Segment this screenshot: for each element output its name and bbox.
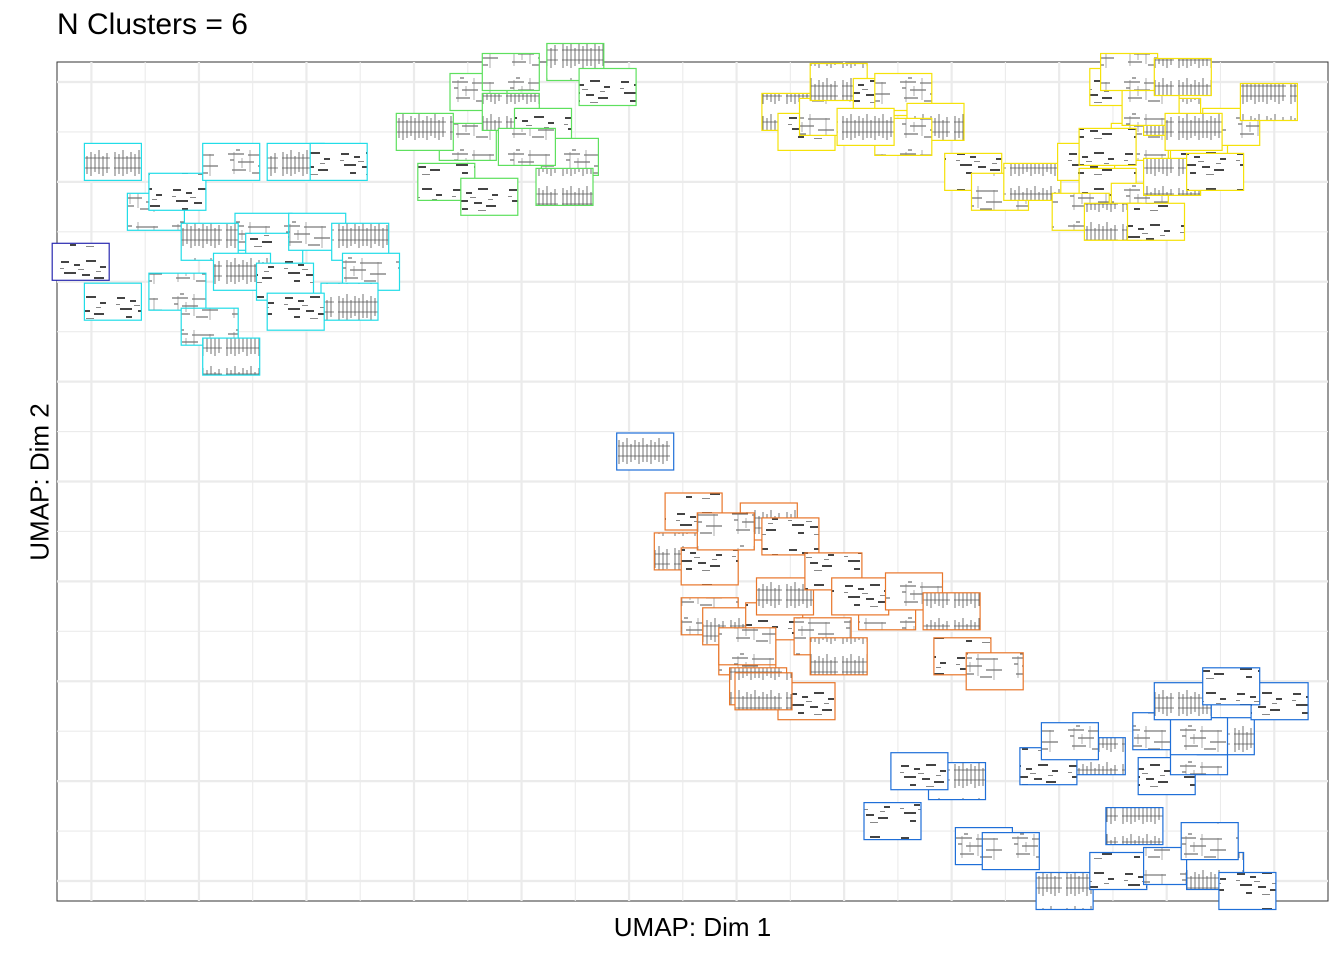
spectrogram-point-c1-18 (266, 292, 325, 331)
spectrogram-point-c6-19 (1164, 112, 1223, 152)
spectrogram-point-c4-10 (1105, 806, 1164, 846)
spectrogram-point-c4-22 (1153, 682, 1212, 721)
spectrogram-point-c6-29 (1126, 202, 1186, 241)
spectrogram-point-c1-6 (309, 142, 368, 181)
spectrogram-point-c4-9 (1180, 821, 1239, 861)
spectrogram-point-c5-2 (761, 517, 820, 556)
spectrogram-point-c5-21 (965, 652, 1024, 691)
spectrogram-point-c4-24 (1040, 722, 1100, 761)
spectrogram-point-c3-13 (481, 52, 540, 92)
spectrogram-point-c5-15 (718, 627, 777, 666)
spectrogram-point-c3-12 (578, 67, 637, 107)
spectrogram-point-c4-15 (981, 831, 1040, 871)
spectrogram-point-c3-8 (535, 167, 594, 206)
spectrogram-point-c5-16 (734, 672, 793, 711)
spectrogram-point-c3-2 (395, 112, 454, 152)
spectrogram-point-c4-8 (1218, 871, 1277, 911)
spectrogram-point-c1-17 (320, 282, 379, 321)
spectrogram-point-c4-5 (1089, 851, 1148, 891)
spectrogram-point-c2-1 (51, 242, 110, 281)
grid-lines (57, 62, 1328, 901)
y-axis-label: UMAP: Dim 2 (24, 403, 55, 561)
spectrogram-point-c3-9 (460, 177, 519, 216)
spectrogram-point-c5-19 (922, 592, 981, 631)
spectrogram-point-c4-1 (616, 432, 675, 471)
data-points (51, 42, 1309, 911)
spectrogram-point-c4-23 (1202, 667, 1261, 706)
spectrogram-point-c6-31 (836, 107, 895, 147)
spectrogram-point-c1-2 (83, 142, 143, 181)
spectrogram-point-c6-22 (1153, 57, 1212, 97)
spectrogram-point-c4-4 (1035, 871, 1094, 911)
spectrogram-point-c3-10 (497, 127, 556, 166)
spectrogram-point-c6-26 (1185, 152, 1245, 191)
spectrogram-point-c4-21 (1169, 717, 1229, 756)
x-axis-label: UMAP: Dim 1 (613, 912, 772, 942)
spectrogram-point-c1-3 (148, 172, 207, 211)
spectrogram-point-c5-17 (831, 577, 890, 616)
spectrogram-point-c1-12 (83, 282, 143, 321)
spectrogram-point-c5-14 (680, 547, 739, 586)
spectrogram-point-c5-10 (755, 577, 815, 616)
spectrogram-point-c6-16 (1239, 82, 1299, 122)
chart-title: N Clusters = 6 (57, 8, 248, 41)
spectrogram-point-c1-13 (148, 272, 207, 311)
spectrogram-point-c1-4 (202, 142, 261, 181)
spectrogram-point-c4-17 (890, 752, 949, 791)
spectrogram-point-c6-10 (1003, 162, 1062, 201)
spectrogram-point-c5-24 (696, 512, 755, 551)
spectrogram-point-c4-2 (863, 801, 922, 841)
spectrogram-point-c5-22 (809, 637, 868, 676)
spectrogram-point-c1-20 (202, 337, 261, 376)
spectrogram-point-c4-20 (1250, 682, 1309, 721)
spectrogram-point-c6-21 (1099, 52, 1159, 92)
spectrogram-point-c6-20 (1078, 127, 1137, 166)
